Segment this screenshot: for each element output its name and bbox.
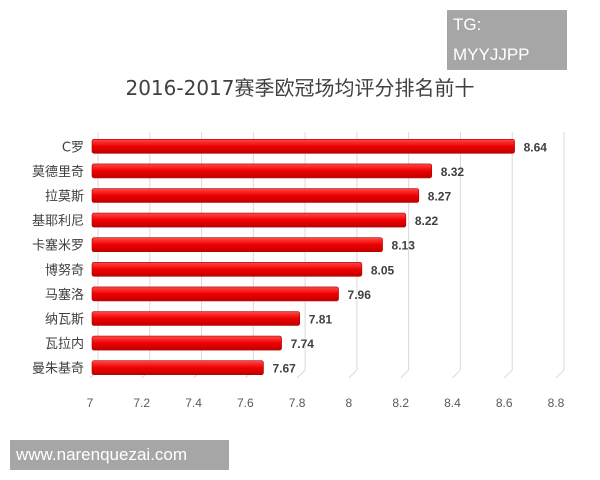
category-label: 卡塞米罗 [32, 238, 84, 254]
bar [91, 286, 339, 302]
bar [91, 237, 383, 252]
x-tick-label: 8.4 [444, 396, 461, 410]
bar [91, 139, 515, 154]
data-label: 7.67 [272, 362, 296, 376]
x-tick-label: 7.6 [237, 396, 254, 410]
category-label: 莫德里奇 [32, 164, 84, 180]
category-label: 瓦拉内 [45, 336, 84, 352]
data-label: 8.22 [415, 214, 439, 228]
data-label: 7.74 [291, 337, 315, 351]
data-label: 8.32 [441, 165, 465, 179]
bar [91, 335, 282, 351]
category-label: 博努奇 [45, 262, 84, 278]
x-tick-label: 7.8 [289, 396, 306, 410]
gridline-depth [348, 369, 358, 379]
bar [91, 163, 433, 179]
category-label: 基耶利尼 [32, 214, 84, 229]
x-tick-label: 7.4 [185, 396, 202, 410]
data-label: 7.96 [348, 288, 372, 302]
chart-title: 2016-2017赛季欧冠场均评分排名前十 [125, 76, 475, 100]
data-label: 8.64 [524, 140, 548, 154]
category-label: 曼朱基奇 [32, 361, 84, 377]
gridline-depth [400, 369, 410, 379]
x-tick-label: 8.2 [392, 396, 409, 410]
x-tick-label: 8.8 [548, 396, 565, 410]
data-label: 8.05 [371, 263, 395, 277]
category-label: 纳瓦斯 [45, 313, 84, 328]
category-label: 拉莫斯 [45, 190, 84, 205]
data-label: 8.13 [392, 239, 416, 253]
gridline-depth [503, 369, 513, 379]
category-label: 马塞洛 [45, 287, 84, 303]
bar [91, 311, 300, 326]
gridline-depth [555, 369, 565, 379]
gridline-depth [296, 369, 306, 379]
watermark-top-right: TG: MYYJJPP [447, 10, 567, 70]
bar [91, 212, 407, 228]
bar [91, 261, 363, 277]
category-label: C罗 [62, 140, 84, 155]
bar [91, 360, 264, 376]
gridline-depth [452, 369, 461, 379]
data-label: 7.81 [309, 313, 333, 327]
bar [91, 188, 420, 203]
watermark-bottom-left: www.narenquezai.com [10, 440, 229, 470]
x-tick-label: 7.2 [133, 396, 150, 410]
x-tick-label: 8 [346, 396, 353, 410]
x-tick-label: 8.6 [496, 396, 513, 410]
data-label: 8.27 [428, 190, 452, 204]
x-tick-label: 7 [87, 396, 94, 410]
